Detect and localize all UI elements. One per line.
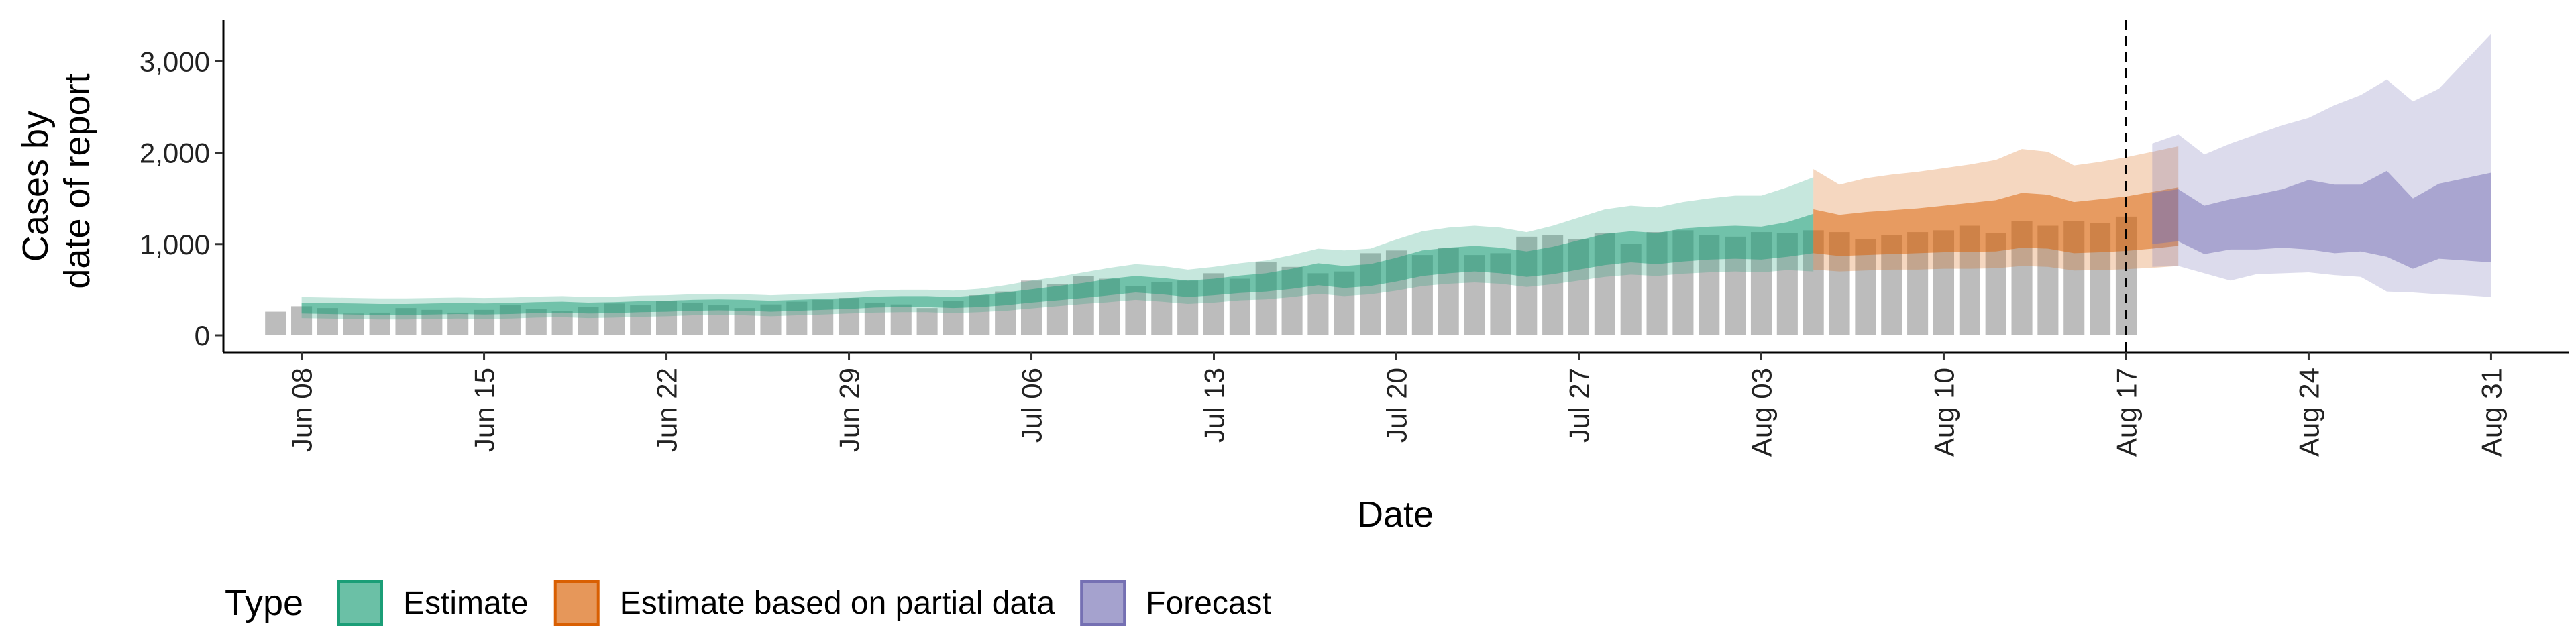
estimate-inner-band bbox=[301, 213, 1814, 315]
legend-label-estimate-based-on-partial-data: Estimate based on partial data bbox=[620, 586, 1055, 621]
observed-bar bbox=[343, 313, 364, 335]
forecast-inner-band bbox=[2152, 170, 2491, 269]
x-tick-label: Jul 27 bbox=[1563, 368, 1595, 443]
x-tick-label: Aug 03 bbox=[1746, 368, 1777, 457]
legend-title: Type bbox=[225, 583, 303, 623]
y-tick-label: 1,000 bbox=[140, 229, 210, 260]
x-tick-label: Aug 31 bbox=[2475, 368, 2507, 457]
estimate-based-on-partial-data-inner-band bbox=[1813, 187, 2179, 256]
observed-bar bbox=[1855, 239, 1876, 335]
x-tick-label: Jun 22 bbox=[651, 368, 683, 452]
x-tick-label: Jun 15 bbox=[469, 368, 500, 452]
y-axis-title-line-2: date of report bbox=[57, 73, 97, 288]
observed-bar bbox=[551, 311, 573, 335]
x-tick-label: Jul 06 bbox=[1016, 368, 1048, 443]
legend-label-forecast: Forecast bbox=[1146, 586, 1271, 621]
legend-key-estimate-based-on-partial-data bbox=[553, 580, 600, 626]
y-tick-label: 0 bbox=[195, 320, 210, 352]
x-axis-title: Date bbox=[1357, 494, 1434, 535]
x-tick-label: Aug 17 bbox=[2110, 368, 2142, 457]
x-tick-label: Aug 10 bbox=[1928, 368, 1960, 457]
observed-bar bbox=[1125, 286, 1146, 335]
y-tick-label: 2,000 bbox=[140, 138, 210, 169]
y-axis-title: Cases by date of report bbox=[15, 73, 97, 288]
legend-key-forecast bbox=[1080, 580, 1126, 626]
y-axis-title-line-1: Cases by bbox=[15, 111, 56, 262]
y-tick-label: 3,000 bbox=[140, 46, 210, 77]
y-ticks: 0 1,000 2,000 3,000 bbox=[140, 46, 223, 352]
x-tick-label: Jul 13 bbox=[1199, 368, 1230, 443]
legend-key-estimate bbox=[337, 580, 383, 626]
x-tick-label: Jun 29 bbox=[834, 368, 865, 452]
legend: Type Estimate Estimate based on partial da… bbox=[225, 580, 1271, 626]
observed-bar bbox=[916, 308, 938, 335]
observed-bar bbox=[734, 308, 755, 335]
observed-bar bbox=[525, 309, 547, 335]
observed-bar bbox=[265, 311, 286, 335]
observed-bar bbox=[864, 302, 885, 335]
estimate-ribbons bbox=[301, 34, 2491, 320]
observed-bar bbox=[890, 304, 912, 335]
x-tick-label: Aug 24 bbox=[2293, 368, 2324, 457]
x-tick-label: Jun 08 bbox=[286, 368, 318, 452]
x-tick-label: Jul 20 bbox=[1381, 368, 1413, 443]
estimate-outer-band bbox=[301, 177, 1814, 320]
x-ticks: Jun 08 Jun 15 Jun 22 Jun 29 Jul 06 Jul 13 Jul … bbox=[286, 352, 2507, 457]
observed-bar bbox=[369, 312, 390, 335]
observed-bar bbox=[447, 312, 469, 335]
legend-label-estimate: Estimate bbox=[403, 586, 529, 621]
